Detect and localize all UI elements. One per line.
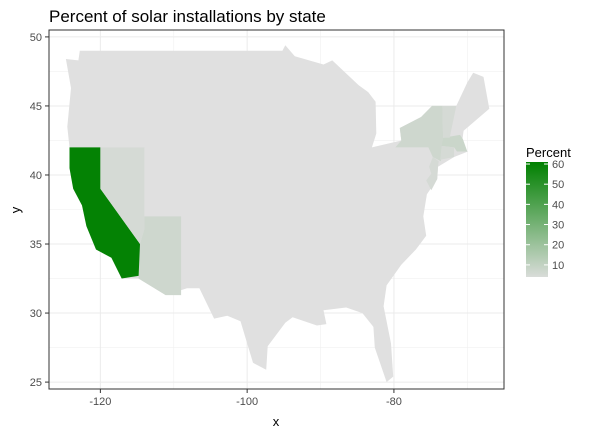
y-axis-label: y [8, 206, 23, 213]
legend-tick-label: 50 [552, 179, 564, 191]
x-tick-label: -120 [89, 396, 111, 408]
legend-tick-label: 40 [552, 199, 564, 211]
x-tick-label: -80 [386, 396, 402, 408]
y-tick-label: 25 [30, 377, 42, 389]
legend-tick-label: 10 [552, 260, 564, 272]
y-tick-label: 30 [30, 308, 42, 320]
y-tick-label: 35 [30, 239, 42, 251]
x-axis-label: x [273, 414, 280, 429]
legend-tick-label: 20 [552, 240, 564, 252]
legend-tick-label: 60 [552, 159, 564, 171]
chart-title: Percent of solar installations by state [49, 7, 326, 26]
x-tick-label: -100 [236, 396, 258, 408]
legend-title: Percent [526, 145, 571, 160]
y-tick-label: 45 [30, 101, 42, 113]
plot-panel [49, 30, 504, 389]
y-tick-label: 40 [30, 170, 42, 182]
legend-tick-label: 30 [552, 220, 564, 232]
legend-colorbar [526, 162, 548, 277]
y-tick-label: 50 [30, 32, 42, 44]
